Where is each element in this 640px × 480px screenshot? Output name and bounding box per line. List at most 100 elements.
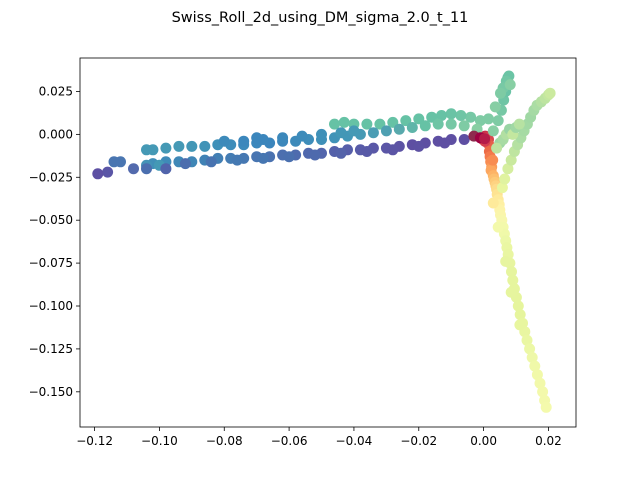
scatter-point-46 [500, 255, 512, 267]
scatter-point-37 [526, 352, 538, 363]
scatter-point-96 [413, 113, 425, 125]
y-tick-label: −0.125 [29, 342, 73, 356]
scatter-point-109 [406, 122, 418, 133]
scatter-point-137 [348, 125, 360, 137]
scatter-point-99 [374, 118, 386, 130]
scatter-point-100 [361, 118, 373, 130]
scatter-point-110 [393, 123, 405, 135]
y-tick-label: −0.150 [29, 385, 73, 399]
scatter-point-39 [531, 369, 543, 381]
y-tick-label: −0.075 [29, 256, 73, 270]
scatter-point-184 [458, 134, 470, 145]
scatter-point-36 [524, 343, 536, 355]
scatter-point-76 [487, 125, 499, 137]
scatter-point-51 [487, 154, 499, 166]
scatter-point-173 [179, 158, 191, 170]
scatter-point-53 [499, 173, 511, 185]
scatter-point-111 [380, 125, 392, 137]
y-tick-label: −0.100 [29, 299, 73, 313]
scatter-point-136 [218, 135, 230, 147]
scatter-point-175 [231, 154, 243, 166]
scatter-point-41 [537, 386, 549, 398]
scatter-point-95 [426, 111, 438, 123]
scatter-point-55 [505, 154, 517, 166]
scatter-point-35 [521, 334, 533, 346]
scatter-point-103 [329, 118, 340, 130]
plot-frame [79, 57, 577, 428]
scatter-point-27 [506, 266, 517, 278]
scatter-point-180 [361, 146, 373, 157]
points-layer [92, 70, 556, 413]
scatter-point-179 [335, 147, 347, 159]
scatter-point-40 [534, 377, 546, 389]
x-tick-label: 0.02 [535, 434, 562, 448]
x-tick-label: −0.12 [76, 434, 113, 448]
scatter-point-31 [512, 300, 524, 312]
scatter-point-107 [432, 118, 444, 130]
scatter-point-32 [514, 309, 526, 321]
scatter-point-170 [102, 166, 114, 178]
scatter-point-108 [419, 120, 431, 132]
scatter-point-183 [439, 137, 451, 149]
scatter-point-67 [544, 87, 556, 99]
scatter-point-128 [160, 142, 172, 154]
scatter-point-48 [487, 197, 499, 209]
scatter-point-44 [505, 286, 517, 298]
scatter-point-86 [495, 87, 506, 99]
scatter-point-94 [436, 110, 447, 121]
x-tick-label: −0.08 [206, 434, 243, 448]
scatter-point-112 [367, 127, 379, 139]
scatter-point-132 [296, 130, 308, 142]
scatter-point-105 [458, 120, 470, 132]
y-tick-label: 0.000 [39, 127, 73, 141]
scatter-point-75 [513, 118, 525, 130]
x-tick-label: −0.02 [400, 434, 437, 448]
scatter-point-77 [492, 115, 504, 127]
scatter-point-176 [257, 152, 269, 164]
scatter-point-182 [413, 140, 425, 152]
scatter-point-181 [387, 144, 399, 156]
scatter-point-127 [173, 140, 185, 152]
scatter-point-106 [445, 118, 457, 130]
scatter-point-102 [338, 116, 350, 128]
scatter-point-54 [502, 163, 514, 175]
y-tick-label: 0.025 [39, 84, 73, 98]
y-axis: 0.025 0.000 −0.025 −0.050 −0.075 −0.100 −0.125… [29, 84, 80, 399]
chart-title: Swiss_Roll_2d_using_DM_sigma_2.0_t_11 [172, 10, 469, 26]
x-tick-label: −0.10 [141, 434, 178, 448]
scatter-point-38 [529, 360, 541, 372]
scatter-point-91 [465, 111, 477, 123]
scatter-point-167 [128, 163, 139, 175]
scatter-point-126 [186, 140, 198, 152]
scatter-point-47 [492, 221, 504, 233]
scatter-point-130 [141, 144, 152, 156]
y-tick-label: −0.025 [29, 170, 73, 184]
scatter-point-71 [491, 142, 503, 154]
scatter-point-43 [540, 401, 552, 413]
x-tick-label: 0.00 [470, 434, 497, 448]
scatter-point-97 [400, 115, 412, 127]
scatter-point-139 [251, 132, 263, 144]
scatter-point-171 [92, 168, 104, 180]
scatter-point-93 [445, 108, 457, 120]
scatter-point-92 [455, 110, 467, 121]
scatter-point-98 [387, 116, 399, 128]
scatter-point-88 [489, 101, 501, 113]
scatter-point-52 [496, 182, 508, 194]
y-tick-label: −0.050 [29, 213, 73, 227]
scatter-point-45 [514, 319, 526, 331]
scatter-point-174 [205, 156, 217, 168]
scatter-point-166 [141, 163, 152, 175]
scatter-point-177 [283, 151, 295, 163]
scatter-point-135 [238, 135, 250, 147]
x-axis: −0.12 −0.10 −0.08 −0.06 −0.04 −0.02 0.00 0.02 [76, 427, 562, 448]
scatter-point-172 [160, 163, 172, 175]
scatter-point-90 [474, 115, 486, 127]
scatter-point-187 [479, 133, 491, 145]
scatter-point-125 [199, 140, 211, 152]
scatter-point-87 [504, 79, 516, 91]
x-tick-label: −0.04 [336, 434, 373, 448]
scatter-point-131 [316, 128, 327, 140]
scatter-point-133 [277, 132, 289, 144]
